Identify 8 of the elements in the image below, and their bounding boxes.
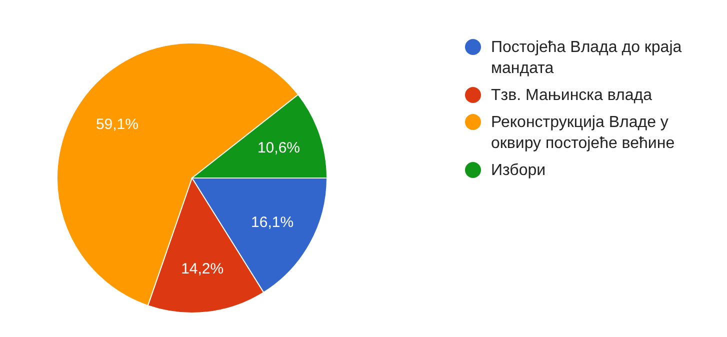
data-label: 59,1%: [96, 116, 138, 134]
legend-label: Постојећа Влада до краја мандата: [491, 38, 683, 79]
data-label: 14,2%: [181, 260, 224, 278]
data-label: 10,6%: [257, 139, 300, 156]
legend-label: Избори: [491, 161, 546, 181]
data-label: 16,1%: [251, 214, 294, 231]
legend-label: Реконструкција Владе у оквиру постојеће већине: [491, 113, 676, 154]
legend-label: Тзв. Мањинска влада: [491, 86, 652, 106]
